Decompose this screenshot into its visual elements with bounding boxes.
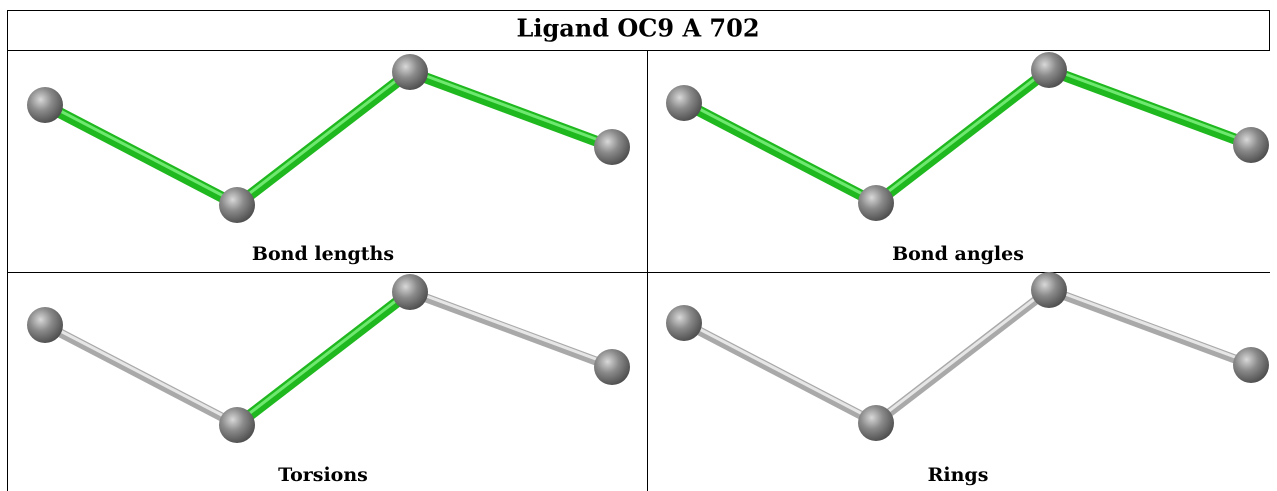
- bond: [876, 70, 1049, 203]
- atom: [219, 187, 255, 223]
- bond-highlight: [410, 290, 612, 365]
- bond-highlight: [684, 321, 876, 421]
- panel-label: Rings: [928, 464, 989, 486]
- bond-highlight: [684, 101, 876, 201]
- bond: [1049, 70, 1251, 145]
- atom: [858, 405, 894, 441]
- document-table: Ligand OC9 A 702 Bond lengths Bond angle…: [0, 0, 1277, 491]
- atom: [1031, 52, 1067, 88]
- panel-label: Bond lengths: [252, 243, 394, 265]
- atom: [27, 307, 63, 343]
- atom: [219, 407, 255, 443]
- bond-highlight: [876, 288, 1049, 421]
- atom: [594, 349, 630, 385]
- bond: [237, 292, 410, 425]
- atom: [666, 305, 702, 341]
- atom: [858, 185, 894, 221]
- bond-highlight: [237, 70, 410, 203]
- bond: [684, 103, 876, 203]
- atom: [27, 87, 63, 123]
- bond: [876, 290, 1049, 423]
- bond: [684, 323, 876, 423]
- atom: [1233, 127, 1269, 163]
- atom: [594, 129, 630, 165]
- bond-highlight: [45, 103, 237, 203]
- bond: [1049, 290, 1251, 365]
- bond-highlight: [876, 68, 1049, 201]
- bond: [237, 72, 410, 205]
- bond-highlight: [1049, 68, 1251, 143]
- bond-highlight: [1049, 288, 1251, 363]
- bond: [410, 292, 612, 367]
- page: Ligand OC9 A 702 Bond lengths Bond angle…: [0, 0, 1277, 491]
- bond: [410, 72, 612, 147]
- bond: [45, 325, 237, 425]
- atom: [666, 85, 702, 121]
- table-title: Ligand OC9 A 702: [516, 14, 759, 43]
- bond-highlight: [237, 290, 410, 423]
- bond-highlight: [45, 323, 237, 423]
- atom: [1031, 272, 1067, 308]
- bond-highlight: [410, 70, 612, 145]
- bond: [45, 105, 237, 205]
- panel-label: Torsions: [278, 464, 368, 486]
- panel-label: Bond angles: [892, 243, 1024, 265]
- atom: [1233, 347, 1269, 383]
- atom: [392, 274, 428, 310]
- atom: [392, 54, 428, 90]
